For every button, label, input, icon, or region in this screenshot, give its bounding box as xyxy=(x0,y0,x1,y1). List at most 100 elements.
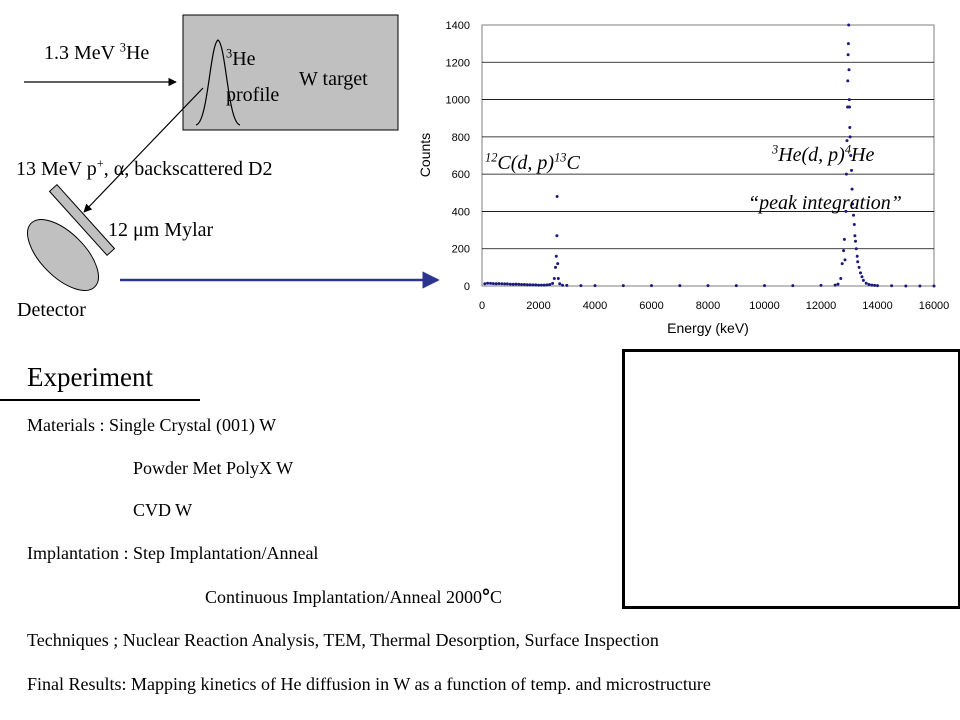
data-point xyxy=(678,284,682,288)
x-tick-label: 12000 xyxy=(806,300,837,312)
data-point xyxy=(860,275,864,279)
x-axis-title: Energy (keV) xyxy=(667,320,749,336)
data-point xyxy=(565,283,569,287)
data-point xyxy=(593,284,597,288)
y-tick-label: 1000 xyxy=(446,95,470,107)
data-point xyxy=(517,282,521,286)
data-point xyxy=(534,283,538,287)
y-tick-label: 1400 xyxy=(446,20,470,32)
data-point xyxy=(847,98,851,102)
data-point xyxy=(833,283,837,287)
data-point xyxy=(514,282,518,286)
profile-label-line1: 3He xyxy=(226,46,256,70)
plot-area xyxy=(481,24,935,287)
gridlines xyxy=(482,61,934,250)
mylar-label: 12 μm Mylar xyxy=(108,219,214,241)
data-point xyxy=(508,282,512,286)
data-point xyxy=(839,277,843,280)
x-tick-label: 4000 xyxy=(583,300,607,312)
data-point xyxy=(548,283,552,286)
x-tick-label: 6000 xyxy=(639,300,663,312)
data-point xyxy=(791,284,795,288)
carbon-peak-label: 12C(d, p)13C xyxy=(485,150,580,174)
data-points xyxy=(483,23,936,288)
mylar-foil xyxy=(48,183,116,257)
data-point xyxy=(852,223,856,226)
data-point xyxy=(849,154,853,157)
data-point xyxy=(856,260,860,264)
outgoing-label: 13 MeV p+, α, backscattered D2 xyxy=(16,156,273,180)
data-point xyxy=(556,277,560,280)
y-tick-label: 0 xyxy=(464,281,470,293)
x-tick-label: 8000 xyxy=(696,300,720,312)
implantation-line: Implantation : Step Implantation/Anneal xyxy=(27,543,319,563)
image-placeholder-box xyxy=(622,349,960,609)
y-tick-labels: 0 200 400 600 800 1000 1200 1400 xyxy=(446,20,470,293)
data-point xyxy=(497,282,501,286)
data-point xyxy=(918,284,922,288)
data-point xyxy=(855,254,859,258)
data-point xyxy=(539,283,543,287)
data-point xyxy=(864,281,868,285)
data-point xyxy=(558,282,562,286)
data-point xyxy=(542,283,546,287)
detector-label: Detector xyxy=(17,299,86,321)
data-point xyxy=(650,284,653,288)
techniques-line: Techniques ; Nuclear Reaction Analysis, … xyxy=(27,630,659,650)
x-tick-label: 16000 xyxy=(919,300,950,312)
data-point xyxy=(537,283,540,287)
data-point xyxy=(857,265,861,269)
data-point xyxy=(520,283,523,286)
data-point xyxy=(505,282,509,286)
data-point xyxy=(873,283,877,287)
data-point xyxy=(489,281,492,285)
data-point xyxy=(554,265,557,269)
data-point xyxy=(511,282,515,286)
data-point xyxy=(554,254,558,258)
y-tick-label: 1200 xyxy=(446,57,470,69)
data-point xyxy=(491,282,495,286)
data-point xyxy=(847,23,851,27)
data-point xyxy=(556,262,560,266)
data-point xyxy=(579,284,583,288)
outgoing-particles-arrow xyxy=(83,87,204,213)
data-point xyxy=(551,281,555,285)
data-point xyxy=(525,283,529,287)
spectrum-chart: 0 200 400 600 800 1000 1200 1400 0 2000 4000 6000 8… xyxy=(417,20,949,336)
data-point xyxy=(844,209,848,213)
data-point xyxy=(854,247,858,251)
data-point xyxy=(870,283,874,287)
data-point xyxy=(845,139,849,143)
he-profile-curve xyxy=(195,39,241,126)
x-tick-label: 14000 xyxy=(862,300,893,312)
data-point xyxy=(850,187,854,191)
data-point xyxy=(842,237,846,241)
materials-item-cvd: CVD W xyxy=(133,500,193,520)
y-tick-label: 800 xyxy=(452,132,470,144)
data-point xyxy=(843,258,847,262)
final-results-line: Final Results: Mapping kinetics of He di… xyxy=(27,674,711,694)
materials-item-powder: Powder Met PolyX W xyxy=(133,458,294,478)
experiment-heading: Experiment xyxy=(27,362,153,392)
data-point xyxy=(848,105,851,109)
materials-line: Materials : Single Crystal (001) W xyxy=(27,415,277,435)
y-tick-label: 600 xyxy=(452,169,470,181)
data-point xyxy=(763,284,766,288)
data-point xyxy=(876,284,879,288)
data-point xyxy=(932,284,936,288)
x-tick-label: 0 xyxy=(479,300,485,312)
data-point xyxy=(853,234,857,238)
profile-label-line2: profile xyxy=(226,84,280,106)
data-point xyxy=(846,79,850,83)
peak-integration-note: “peak integration” xyxy=(748,192,902,214)
target-label: W target xyxy=(299,68,368,90)
data-point xyxy=(734,284,738,288)
data-point xyxy=(846,53,850,57)
data-point xyxy=(890,284,894,288)
data-point xyxy=(706,284,710,288)
data-point xyxy=(503,282,507,286)
data-point xyxy=(552,277,556,280)
y-axis-title: Counts xyxy=(417,133,433,177)
data-point xyxy=(840,262,844,266)
